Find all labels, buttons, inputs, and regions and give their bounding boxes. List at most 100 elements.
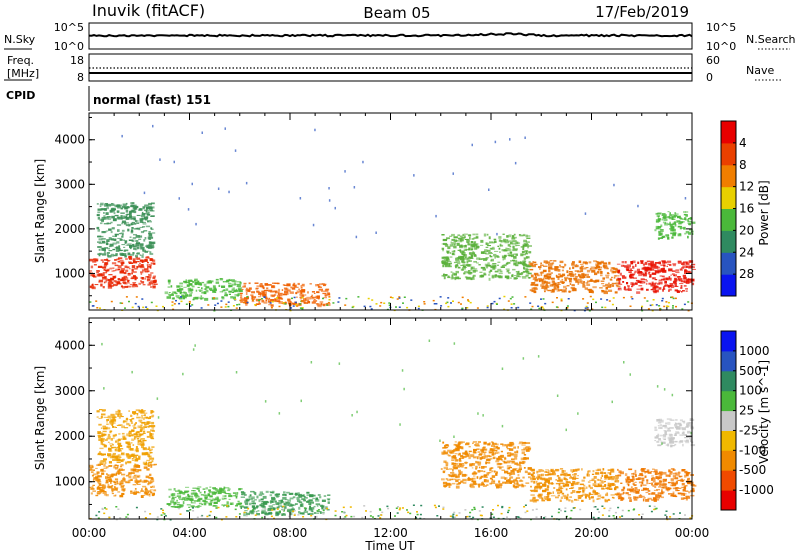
echo-cell-1	[135, 409, 140, 412]
echo-cell-5	[543, 274, 548, 278]
near-range-cell	[684, 514, 686, 516]
echo-cell-1	[142, 417, 145, 421]
echo-cell-1	[104, 439, 108, 441]
echo-cell-1	[148, 206, 152, 209]
echo-cell-6	[662, 471, 667, 475]
colorbar-tick-label: 100	[739, 384, 762, 398]
echo-cell-0	[95, 479, 100, 482]
echo-cell-4	[489, 477, 493, 480]
far-range-cell	[344, 170, 346, 173]
echo-cell-3	[283, 503, 287, 505]
echo-cell-4	[511, 249, 514, 252]
echo-cell-1	[124, 241, 127, 244]
near-range-cell	[200, 307, 203, 309]
echo-cell-6	[628, 468, 632, 471]
echo-cell-4	[453, 240, 456, 242]
echo-cell-6	[687, 271, 693, 274]
near-range-cell	[560, 300, 563, 302]
echo-cell-5	[564, 263, 566, 267]
sky-left-label: N.Sky	[4, 33, 36, 46]
near-range-cell	[208, 514, 211, 517]
echo-cell-0	[150, 280, 155, 282]
echo-cell-1	[136, 433, 140, 436]
echo-cell-1	[118, 424, 123, 426]
echo-cell-0	[101, 472, 105, 475]
echo-cell-2	[194, 278, 198, 282]
echo-cell-0	[133, 490, 137, 492]
echo-cell-6	[631, 473, 635, 475]
near-range-cell	[406, 509, 408, 511]
echo-cell-4	[499, 251, 501, 253]
echo-cell-4	[519, 462, 522, 464]
echo-cell-1	[144, 204, 149, 206]
echo-cell-2	[225, 288, 229, 291]
echo-cell-6	[668, 286, 670, 288]
near-range-cell	[466, 515, 469, 518]
echo-cell-1	[97, 434, 101, 437]
echo-cell-4	[466, 454, 470, 457]
echo-cell-6	[689, 265, 694, 268]
echo-cell-3	[281, 289, 284, 291]
echo-cell-4	[463, 245, 467, 248]
near-range-cell	[641, 513, 644, 515]
echo-cell-0	[107, 484, 110, 486]
echo-cell-7	[663, 218, 668, 222]
echo-cell-4	[492, 451, 495, 455]
echo-cell-0	[104, 280, 107, 283]
echo-cell-0	[148, 281, 153, 285]
near-range-cell	[225, 303, 228, 306]
near-range-cell	[511, 296, 514, 298]
near-range-cell	[647, 308, 650, 310]
echo-cell-5	[614, 478, 619, 481]
echo-cell-3	[261, 501, 265, 503]
echo-cell-4	[480, 475, 484, 478]
echo-cell-0	[127, 285, 131, 288]
echo-cell-5	[615, 476, 619, 479]
echo-cell-7	[668, 214, 672, 217]
far-range-cell	[413, 174, 415, 177]
echo-cell-4	[454, 441, 457, 443]
echo-cell-2	[238, 288, 241, 290]
echo-cell-0	[89, 271, 91, 274]
near-range-cell	[597, 517, 600, 519]
echo-cell-0	[102, 491, 107, 494]
echo-cell-5	[616, 279, 620, 282]
echo-cell-3	[242, 285, 246, 288]
echo-cell-0	[97, 265, 103, 268]
near-range-cell	[283, 510, 285, 512]
echo-cell-0	[113, 270, 117, 272]
echo-cell-2	[185, 490, 190, 493]
echo-cell-3	[322, 303, 326, 307]
echo-cell-1	[131, 459, 135, 461]
echo-cell-5	[543, 482, 547, 485]
echo-cell-4	[471, 246, 476, 248]
echo-cell-7	[654, 436, 659, 439]
echo-cell-1	[98, 417, 102, 419]
echo-cell-4	[511, 458, 515, 460]
echo-cell-6	[685, 495, 690, 497]
echo-cell-2	[192, 492, 197, 495]
echo-cell-0	[137, 261, 140, 263]
echo-cell-2	[202, 499, 207, 502]
echo-cell-4	[517, 471, 520, 473]
echo-cell-2	[182, 491, 186, 495]
echo-cell-5	[544, 281, 548, 283]
echo-cell-5	[596, 264, 599, 266]
echo-cell-5	[537, 495, 543, 498]
echo-cell-4	[455, 270, 459, 274]
echo-cell-3	[283, 491, 286, 494]
echo-cell-4	[514, 236, 517, 239]
echo-cell-2	[215, 506, 218, 509]
echo-cell-4	[511, 237, 516, 240]
echo-cell-5	[549, 274, 552, 276]
echo-cell-4	[485, 458, 491, 462]
echo-cell-4	[499, 455, 502, 458]
echo-cell-4	[489, 482, 493, 485]
echo-cell-5	[566, 285, 570, 287]
echo-cell-1	[147, 220, 150, 223]
echo-cell-4	[446, 257, 450, 260]
echo-cell-6	[655, 285, 658, 288]
colorbar-tick-label: 12	[739, 180, 754, 194]
colorbar-swatch	[721, 208, 736, 231]
echo-cell-5	[606, 487, 610, 490]
